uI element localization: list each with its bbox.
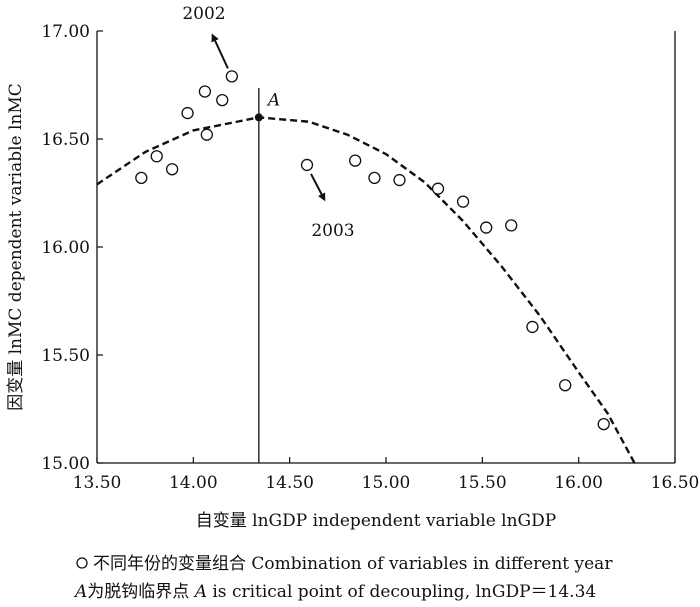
data-point	[349, 154, 362, 167]
data-point	[135, 171, 148, 185]
data-point	[225, 70, 239, 83]
data-point	[597, 417, 610, 431]
data-point	[431, 182, 445, 195]
legend-text-points: 不同年份的变量组合 Combination of variables in di…	[93, 554, 613, 574]
open-circle-icon	[76, 557, 88, 569]
legend-a-label-2: A	[194, 582, 207, 602]
x-tick-label: 14.00	[169, 473, 218, 493]
data-point	[456, 195, 470, 208]
data-point	[480, 221, 493, 234]
legend-a-label: A	[75, 582, 88, 602]
data-point	[150, 150, 163, 163]
x-tick-label: 16.50	[651, 473, 700, 493]
annotation-label: 2002	[182, 4, 225, 24]
data-point	[216, 93, 229, 107]
x-tick-label: 16.00	[554, 473, 603, 493]
annotation-label: 2003	[311, 221, 354, 241]
data-point	[526, 320, 539, 334]
y-axis-title: 因变量 lnMC dependent variable lnMC	[6, 83, 26, 411]
annotation-arrow	[310, 173, 326, 202]
y-tick-label: 16.50	[41, 130, 90, 150]
x-tick-label: 15.50	[458, 473, 507, 493]
data-point	[393, 173, 406, 187]
data-point	[505, 219, 518, 232]
y-tick-label: 16.00	[41, 238, 90, 258]
annotation-arrow	[211, 33, 229, 69]
data-point	[300, 158, 314, 172]
data-point	[559, 379, 572, 392]
critical-point-marker	[254, 113, 263, 122]
legend-critical-text-cn: 为脱钩临界点	[87, 582, 195, 602]
y-tick-label: 15.50	[41, 346, 90, 366]
x-tick-label: 14.50	[265, 473, 314, 493]
x-tick-label: 15.00	[362, 473, 411, 493]
data-point	[165, 163, 179, 176]
y-tick-label: 15.00	[41, 454, 90, 474]
data-point	[368, 171, 381, 185]
data-point	[198, 85, 212, 98]
data-point	[181, 106, 194, 120]
legend-entry-critical-point: A为脱钩临界点 A is critical point of decouplin…	[75, 577, 596, 602]
critical-point-label: A	[266, 90, 280, 110]
x-axis-title: 自变量 lnGDP independent variable lnGDP	[196, 511, 556, 531]
x-tick-label: 13.50	[73, 473, 122, 493]
data-point	[200, 128, 213, 141]
y-tick-label: 17.00	[41, 22, 90, 42]
fitted-curve	[96, 116, 636, 464]
legend-critical-text-en: is critical point of decoupling, lnGDP＝1…	[206, 582, 597, 602]
legend-entry-points: 不同年份的变量组合 Combination of variables in di…	[75, 549, 612, 574]
